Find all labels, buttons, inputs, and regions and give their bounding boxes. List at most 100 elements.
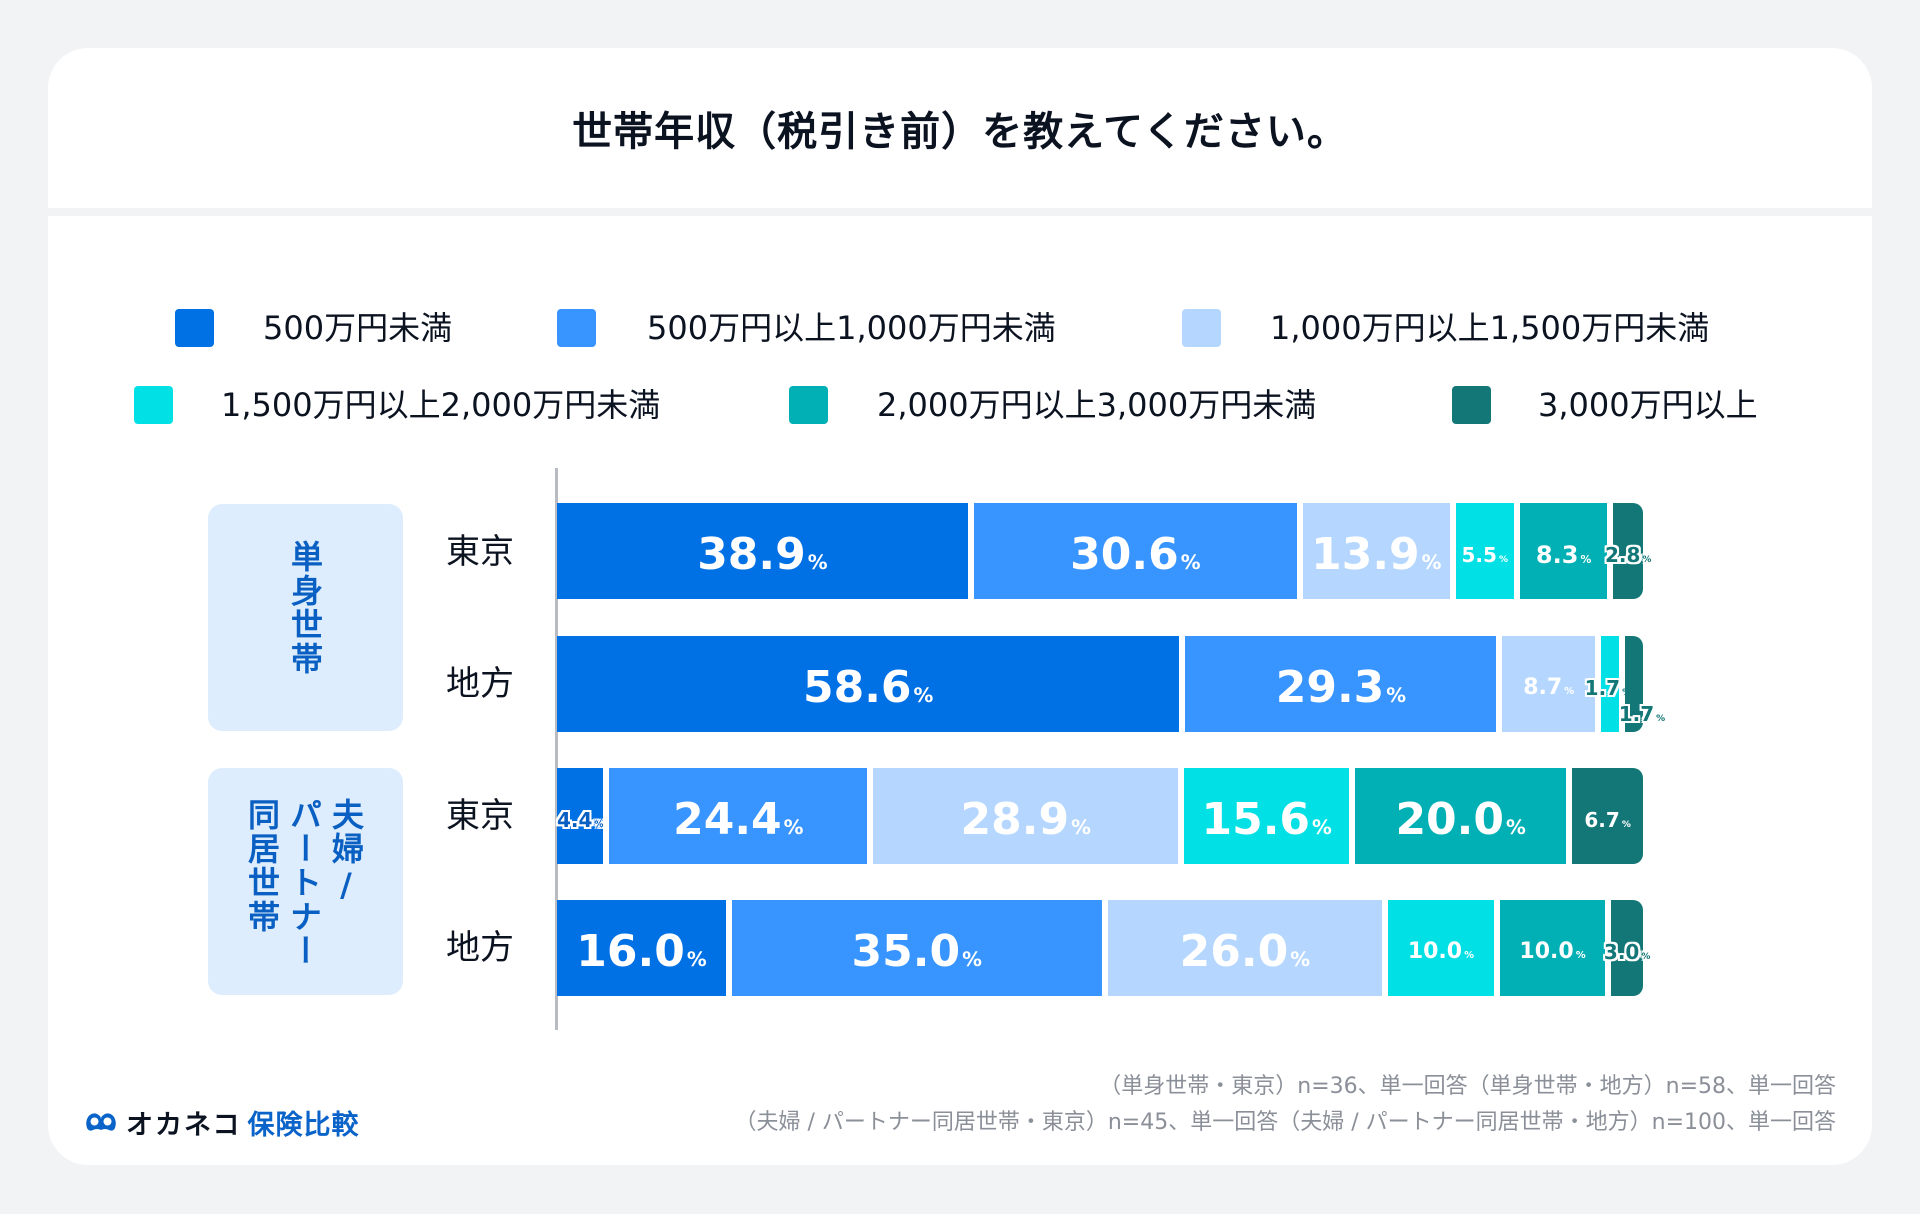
bar-label-couple-tokyo-2000-3000: 20.0% — [1395, 798, 1525, 842]
bar-segment-single-tokyo-2000-3000 — [1519, 503, 1608, 599]
bar-label-percent-sign: % — [1575, 950, 1586, 961]
bar-label-value: 6.7 — [1584, 808, 1620, 832]
bar-label-single-regional-1000-1500: 8.7% — [1523, 677, 1574, 699]
legend-label-2000-3000: 2,000万円以上3,000万円未満 — [877, 386, 1317, 424]
bar-label-couple-regional-3000-plus: 3.0% — [1604, 942, 1650, 962]
bar-segment-single-regional-3000-plus — [1624, 636, 1643, 732]
bar-segment-single-tokyo-1500-2000 — [1455, 503, 1514, 599]
legend-swatch-1500-2000 — [134, 386, 173, 424]
bar-segment-single-tokyo-1000-1500 — [1302, 503, 1450, 599]
bar-segment-couple-regional-2000-3000 — [1499, 900, 1606, 996]
group-label-couple-col2: パートナー — [285, 798, 323, 968]
bar-label-couple-tokyo-3000-plus: 6.7% — [1584, 810, 1630, 830]
bar-label-value: 26.0 — [1179, 926, 1289, 977]
bar-label-value: 8.7 — [1523, 675, 1563, 700]
legend-swatch-3000-plus — [1452, 386, 1491, 424]
legend-label-500-1000: 500万円以上1,000万円未満 — [647, 309, 1056, 347]
bar-label-percent-sign: % — [1312, 816, 1332, 839]
bar-segment-single-regional-1500-2000 — [1600, 636, 1619, 732]
legend-label-3000-plus: 3,000万円以上 — [1538, 386, 1758, 424]
bar-segment-single-regional-500-1000 — [1185, 636, 1497, 732]
bar-label-value: 15.6 — [1201, 794, 1311, 845]
logo-text-main: オカネコ — [126, 1109, 242, 1141]
bar-label-percent-sign: % — [594, 820, 604, 830]
bar-label-couple-regional-1000-1500: 26.0% — [1180, 930, 1310, 974]
group-label-couple-col3: 同居世帯 — [243, 798, 281, 934]
bar-label-percent-sign: % — [1421, 551, 1442, 574]
bar-label-percent-sign: % — [807, 551, 828, 574]
bar-segment-couple-tokyo-3000-plus — [1572, 768, 1643, 864]
bar-label-value: 38.9 — [697, 529, 806, 580]
bar-label-value: 28.9 — [960, 794, 1070, 845]
row-label-single-regional: 地方 — [446, 664, 514, 704]
y-axis-line — [555, 468, 558, 1030]
bar-label-value: 35.0 — [851, 926, 961, 977]
bar-label-value: 1.7 — [1584, 676, 1621, 700]
bar-label-percent-sign: % — [1498, 555, 1508, 565]
chart-title: 世帯年収（税引き前）を教えてください。 — [572, 109, 1348, 155]
bar-label-couple-tokyo-1500-2000: 15.6% — [1201, 798, 1331, 842]
bar-label-value: 58.6 — [802, 662, 912, 713]
group-box-couple: 夫婦/ パートナー 同居世帯 — [208, 768, 403, 995]
bar-label-percent-sign: % — [1564, 686, 1575, 697]
bar-label-value: 10.0 — [1407, 939, 1463, 964]
legend-label-under-500: 500万円未満 — [263, 309, 453, 347]
bar-label-value: 10.0 — [1519, 939, 1574, 964]
bar-label-single-tokyo-3000-plus: 2.8% — [1605, 545, 1651, 565]
bar-segment-single-tokyo-under-500 — [557, 503, 968, 599]
bar-label-percent-sign: % — [1621, 820, 1631, 830]
bar-label-value: 13.9 — [1311, 529, 1420, 580]
legend-label-1000-1500: 1,000万円以上1,500万円未満 — [1270, 309, 1710, 347]
bar-label-couple-regional-500-1000: 35.0% — [852, 930, 982, 974]
title-card — [48, 48, 1872, 208]
bar-label-single-tokyo-1500-2000: 5.5% — [1462, 545, 1508, 565]
bar-label-percent-sign: % — [1464, 950, 1474, 961]
bar-label-value: 16.0 — [576, 926, 685, 977]
bar-segment-couple-tokyo-under-500 — [557, 768, 604, 864]
bar-label-value: 2.8 — [1604, 543, 1641, 567]
legend-swatch-under-500 — [175, 309, 214, 347]
row-label-single-tokyo: 東京 — [446, 532, 514, 572]
bar-label-percent-sign: % — [1642, 555, 1652, 565]
bar-label-couple-tokyo-under-500: 4.4% — [557, 810, 603, 830]
row-label-couple-regional: 地方 — [446, 928, 514, 968]
bar-label-single-tokyo-1000-1500: 13.9% — [1311, 533, 1441, 577]
bar-label-percent-sign: % — [1641, 952, 1651, 962]
bar-label-couple-regional-under-500: 16.0% — [576, 930, 706, 974]
bar-segment-couple-tokyo-500-1000 — [609, 768, 868, 864]
bar-label-single-tokyo-500-1000: 30.6% — [1070, 533, 1200, 577]
mascot-icon — [86, 1113, 116, 1131]
legend-label-1500-2000: 1,500万円以上2,000万円未満 — [221, 386, 661, 424]
group-label-couple-col1: 夫婦/ — [326, 798, 366, 906]
bar-label-percent-sign: % — [1580, 553, 1592, 566]
legend-swatch-1000-1500 — [1182, 309, 1221, 347]
legend-swatch-2000-3000 — [789, 386, 828, 424]
bar-label-value: 3.0 — [1603, 940, 1640, 964]
bar-label-percent-sign: % — [1386, 684, 1407, 707]
bar-label-couple-tokyo-500-1000: 24.4% — [673, 798, 803, 842]
bar-label-percent-sign: % — [1506, 816, 1526, 839]
bar-label-percent-sign: % — [1071, 816, 1091, 839]
bar-label-couple-regional-2000-3000: 10.0% — [1519, 941, 1585, 963]
bar-label-value: 8.3 — [1535, 541, 1579, 569]
bar-segment-single-regional-under-500 — [557, 636, 1180, 732]
bar-segment-single-tokyo-500-1000 — [973, 503, 1297, 599]
bar-segment-couple-regional-1000-1500 — [1107, 900, 1383, 996]
bar-label-value: 1.7 — [1618, 702, 1655, 726]
group-label-single: 単身世帯 — [286, 540, 324, 676]
bar-label-single-regional-under-500: 58.6% — [803, 666, 933, 710]
bar-segment-single-tokyo-3000-plus — [1613, 503, 1643, 599]
bar-label-value: 29.3 — [1275, 662, 1385, 713]
bar-segment-couple-regional-3000-plus — [1611, 900, 1643, 996]
footnote-couple: （夫婦 / パートナー同居世帯・東京）n=45、単一回答（夫婦 / パートナー同… — [734, 1110, 1836, 1135]
bar-segment-couple-regional-1500-2000 — [1388, 900, 1494, 996]
bar-label-value: 4.4 — [556, 808, 593, 832]
group-box-single: 単身世帯 — [208, 504, 403, 731]
bar-label-percent-sign: % — [686, 948, 707, 971]
bar-label-percent-sign: % — [1290, 948, 1311, 971]
bar-label-percent-sign: % — [783, 816, 804, 839]
bar-label-value: 24.4 — [673, 794, 782, 845]
bar-label-percent-sign: % — [1180, 551, 1201, 574]
bar-label-percent-sign: % — [1656, 714, 1666, 724]
row-label-couple-tokyo: 東京 — [446, 796, 514, 836]
